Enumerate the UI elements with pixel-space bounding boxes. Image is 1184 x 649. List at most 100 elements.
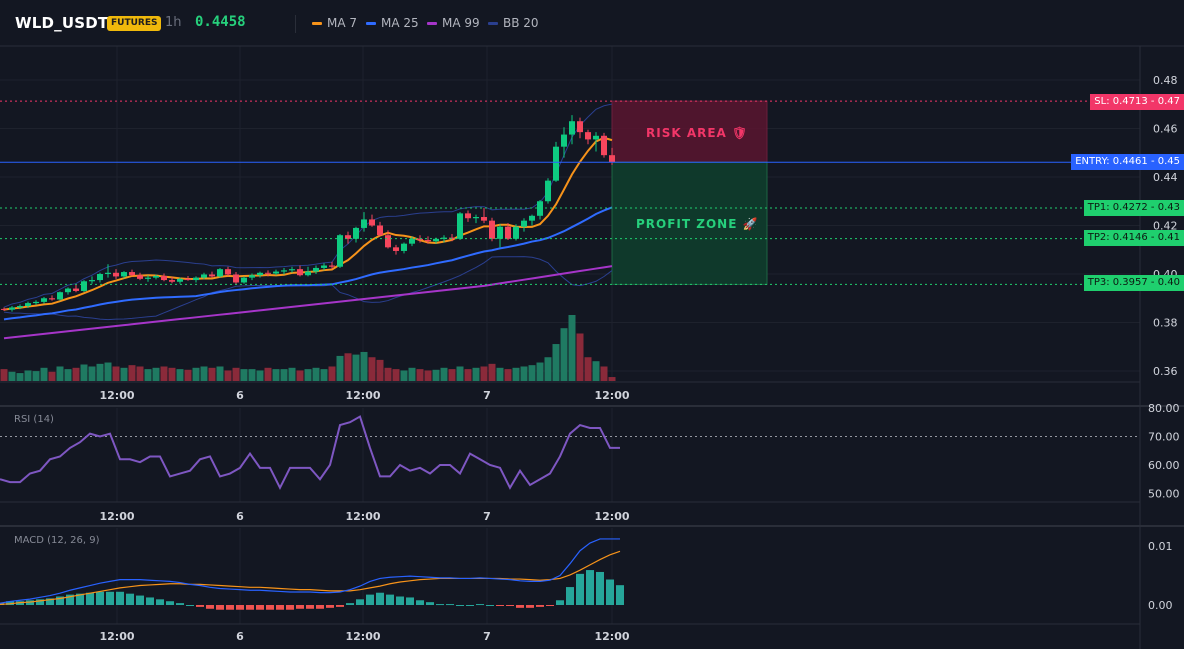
volume-bar [576, 333, 584, 381]
candle-body [609, 155, 615, 163]
candle-body [201, 274, 207, 278]
macd-histogram-bar [326, 605, 334, 608]
macd-histogram-bar [66, 594, 74, 605]
macd-histogram-bar [226, 605, 234, 610]
candle-body [545, 180, 551, 202]
price-axis-label: 0.42 [1153, 220, 1178, 233]
chart-header: WLD_USDT FUTURES 1h 0.4458 MA 7 MA 25 MA… [0, 0, 1184, 46]
legend-ma25[interactable]: MA 25 [366, 16, 419, 30]
ma99-line [3, 265, 613, 340]
macd-histogram-bar [206, 605, 214, 609]
macd-histogram-bar [376, 592, 384, 605]
volume-bar [40, 367, 48, 381]
macd-histogram-bar [106, 591, 114, 605]
legend-label: MA 25 [381, 16, 419, 30]
macd-histogram-bar [286, 605, 294, 610]
timeframe-selector[interactable]: 1h [165, 15, 182, 30]
candle-body [41, 298, 47, 302]
risk-zone [611, 100, 768, 163]
macd-histogram-bar [536, 605, 544, 607]
macd-histogram-bar [236, 605, 244, 610]
tp2-level-tag: TP2: 0.4146 - 0.41 [1083, 230, 1184, 246]
volume-bar [424, 370, 432, 381]
volume-bar [448, 369, 456, 381]
macd-histogram-bar [486, 605, 494, 606]
volume-bar [432, 369, 440, 381]
entry-level-tag: ENTRY: 0.4461 - 0.45 [1071, 154, 1184, 170]
legend-bb20[interactable]: BB 20 [488, 16, 539, 30]
candle-body [353, 227, 359, 239]
volume-bar [224, 370, 232, 381]
macd-histogram-bar [596, 571, 604, 605]
candle-body [425, 240, 431, 242]
time-axis-label: 6 [236, 630, 244, 643]
macd-histogram-bar [506, 605, 514, 606]
volume-bar [592, 361, 600, 381]
volume-bar [168, 367, 176, 381]
macd-histogram-bar [576, 573, 584, 605]
volume-bar [608, 377, 616, 381]
candle-body [225, 269, 231, 275]
volume-bar [280, 369, 288, 381]
legend-ma7[interactable]: MA 7 [312, 16, 357, 30]
volume-bar [440, 367, 448, 381]
candle-body [337, 235, 343, 267]
volume-bar [336, 355, 344, 381]
volume-bar [480, 366, 488, 381]
volume-bar [256, 370, 264, 381]
candle-body [313, 267, 319, 272]
candle-body [81, 281, 87, 291]
macd-histogram-bar [566, 587, 574, 605]
volume-bar [104, 362, 112, 381]
candle-body [177, 278, 183, 282]
macd-panel-title: MACD (12, 26, 9) [14, 535, 100, 546]
macd-histogram-bar [46, 598, 54, 605]
tp3-level-tag: TP3: 0.3957 - 0.40 [1083, 275, 1184, 291]
macd-histogram-bar [586, 570, 594, 605]
time-axis-label: 7 [483, 510, 491, 523]
candle-body [529, 215, 535, 221]
macd-histogram-bar [526, 605, 534, 608]
candle-body [273, 271, 279, 274]
symbol-name[interactable]: WLD_USDT [15, 14, 109, 32]
candle-body [329, 265, 335, 267]
volume-bar [160, 366, 168, 381]
candle-body [497, 226, 503, 239]
volume-bar [416, 369, 424, 381]
macd-histogram-bar [246, 605, 254, 610]
legend-swatch-icon [427, 21, 437, 25]
volume-bar [392, 369, 400, 381]
time-axis-label: 12:00 [345, 630, 380, 643]
risk-area-label: RISK AREA 🛡 [646, 126, 749, 140]
candle-body [137, 275, 143, 279]
macd-histogram-bar [296, 605, 304, 609]
candle-body [361, 219, 367, 228]
time-axis-label: 12:00 [594, 389, 629, 402]
candle-body [417, 238, 423, 241]
candle-body [401, 243, 407, 251]
macd-histogram-bar [346, 603, 354, 605]
macd-histogram-bar [76, 593, 84, 605]
legend-swatch-icon [312, 21, 322, 25]
volume-bar [584, 357, 592, 381]
candle-body [593, 135, 599, 140]
time-axis-label: 7 [483, 630, 491, 643]
macd-histogram-bar [426, 602, 434, 605]
candle-body [305, 271, 311, 276]
candle-body [145, 277, 151, 279]
volume-bar [136, 366, 144, 381]
price-axis-label: 0.46 [1153, 123, 1178, 136]
candle-body [345, 235, 351, 239]
candle-body [257, 272, 263, 276]
time-axis-label: 12:00 [99, 630, 134, 643]
volume-bar [208, 367, 216, 381]
candle-body [385, 235, 391, 248]
volume-bar [240, 369, 248, 381]
macd-histogram-bar [336, 605, 344, 607]
time-axis-label: 12:00 [594, 510, 629, 523]
macd-axis-label: 0.00 [1148, 599, 1173, 612]
header-divider [295, 15, 296, 33]
price-axis-label: 0.38 [1153, 317, 1178, 330]
legend-ma99[interactable]: MA 99 [427, 16, 480, 30]
